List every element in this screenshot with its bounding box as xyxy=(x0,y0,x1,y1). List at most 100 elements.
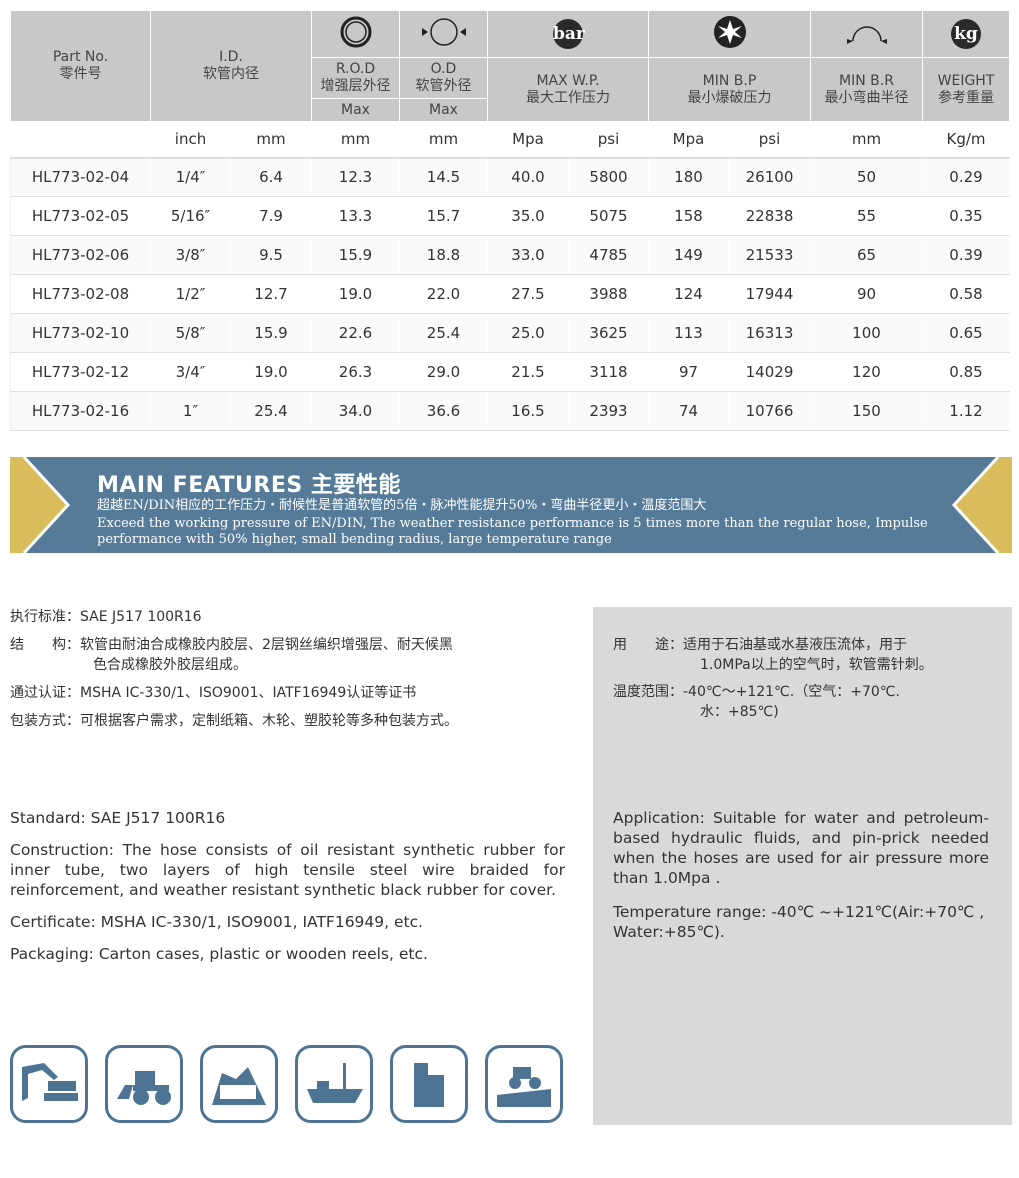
header-od: O.D 软管外径 xyxy=(399,57,488,99)
zh-application: 用 途：适用于石油基或水基液压流体，用于 xyxy=(613,637,907,653)
main-features-banner: MAIN FEATURES 主要性能 超越EN/DIN相应的工作压力・耐候性是普… xyxy=(10,457,1012,553)
banner-zh: 超越EN/DIN相应的工作压力・耐候性是普通软管的5倍・脉冲性能提升50%・弯曲… xyxy=(97,498,707,513)
table-cell: 97 xyxy=(648,352,729,392)
zh-temp: 温度范围：-40℃～+121℃.（空气：+70℃. xyxy=(613,684,900,700)
spec-table: Part No. 零件号 I.D. 软管内径 bar kg R.O.D 增强层外径 O… xyxy=(10,10,1010,431)
table-cell: 21.5 xyxy=(487,352,569,392)
table-cell: 180 xyxy=(648,157,729,197)
table-cell: 26100 xyxy=(728,157,811,197)
application-panel xyxy=(593,607,1012,1125)
zh-standard: 执行标准：SAE J517 100R16 xyxy=(10,609,202,625)
banner-chevrons xyxy=(10,457,1012,553)
unit: Kg/m xyxy=(922,121,1010,159)
table-cell: 16313 xyxy=(728,313,811,353)
table-cell: 15.7 xyxy=(399,196,488,236)
header-bp: MIN B.P 最小爆破压力 xyxy=(648,57,811,122)
unit: Mpa xyxy=(487,121,569,159)
bar-icon: bar xyxy=(487,10,649,58)
ship-icon xyxy=(295,1045,373,1123)
table-cell: 15.9 xyxy=(230,313,312,353)
table-cell: 36.6 xyxy=(399,391,488,431)
header-rod: R.O.D 增强层外径 xyxy=(311,57,400,99)
table-cell: 150 xyxy=(810,391,923,431)
mining-truck-icon xyxy=(200,1045,278,1123)
table-cell: 12.3 xyxy=(311,157,400,197)
header-id: I.D. 软管内径 xyxy=(150,10,312,122)
en-temp: Temperature range: -40℃ ~+121℃(Air:+70℃ … xyxy=(613,903,985,941)
banner-title: MAIN FEATURES 主要性能 xyxy=(97,473,401,498)
table-cell: 113 xyxy=(648,313,729,353)
table-cell: 12.7 xyxy=(230,274,312,314)
table-cell: 0.65 xyxy=(922,313,1010,353)
table-cell: HL773-02-12 xyxy=(10,352,151,392)
table-cell: 0.29 xyxy=(922,157,1010,197)
table-row: HL773-02-06 3/8″ 9.5 15.9 18.8 33.0 4785 149 215… xyxy=(10,235,1010,275)
table-cell: 18.8 xyxy=(399,235,488,275)
table-cell: 5/16″ xyxy=(150,196,231,236)
table-cell: 158 xyxy=(648,196,729,236)
table-cell: 5800 xyxy=(568,157,649,197)
table-cell: 3118 xyxy=(568,352,649,392)
table-cell: 21533 xyxy=(728,235,811,275)
table-cell: 3625 xyxy=(568,313,649,353)
unit: psi xyxy=(568,121,649,159)
header-od-max: Max xyxy=(399,98,488,122)
table-cell: 10766 xyxy=(728,391,811,431)
wheel-loader-icon xyxy=(105,1045,183,1123)
header-weight: WEIGHT 参考重量 xyxy=(922,57,1010,122)
building-icon xyxy=(390,1045,468,1123)
table-cell: HL773-02-08 xyxy=(10,274,151,314)
unit: psi xyxy=(728,121,811,159)
table-cell: 0.85 xyxy=(922,352,1010,392)
table-cell: 120 xyxy=(810,352,923,392)
zh-construction: 结 构：软管由耐油合成橡胶内胶层、2层钢丝编织增强层、耐天候黑 xyxy=(10,637,453,653)
table-cell: 13.3 xyxy=(311,196,400,236)
burst-icon xyxy=(648,10,811,58)
zh-cert: 通过认证：MSHA IC-330/1、ISO9001、IATF16949认证等证… xyxy=(10,685,417,701)
unit: inch xyxy=(150,121,231,159)
table-cell: 25.4 xyxy=(230,391,312,431)
table-row: HL773-02-04 1/4″ 6.4 12.3 14.5 40.0 5800 180 261… xyxy=(10,157,1010,197)
table-cell: 100 xyxy=(810,313,923,353)
bend-radius-icon xyxy=(810,10,923,58)
table-cell: 19.0 xyxy=(230,352,312,392)
table-cell: HL773-02-05 xyxy=(10,196,151,236)
table-cell: 6.4 xyxy=(230,157,312,197)
table-cell: 0.35 xyxy=(922,196,1010,236)
table-cell: 7.9 xyxy=(230,196,312,236)
zh-packaging: 包装方式：可根据客户需求，定制纸箱、木轮、塑胶轮等多种包装方式。 xyxy=(10,713,458,729)
table-row: HL773-02-05 5/16″ 7.9 13.3 15.7 35.0 5075 158 22… xyxy=(10,196,1010,236)
table-cell: HL773-02-16 xyxy=(10,391,151,431)
en-cert: Certificate: MSHA IC-330/1, ISO9001, IAT… xyxy=(10,913,424,931)
table-cell: 3/8″ xyxy=(150,235,231,275)
en-construction: Construction: The hose consists of oil r… xyxy=(10,841,565,899)
header-wp: MAX W.P. 最大工作压力 xyxy=(487,57,649,122)
table-cell: 29.0 xyxy=(399,352,488,392)
table-cell: 22.0 xyxy=(399,274,488,314)
table-cell: 4785 xyxy=(568,235,649,275)
banner-en: Exceed the working pressure of EN/DIN, T… xyxy=(97,516,928,547)
table-cell: HL773-02-06 xyxy=(10,235,151,275)
table-cell: 55 xyxy=(810,196,923,236)
table-cell: 2393 xyxy=(568,391,649,431)
zh-application-cont: 1.0MPa以上的空气时，软管需针刺。 xyxy=(700,657,933,673)
table-row: HL773-02-16 1″ 25.4 34.0 36.6 16.5 2393 74 10766… xyxy=(10,391,1010,431)
unit: mm xyxy=(311,121,400,159)
unit: mm xyxy=(810,121,923,159)
table-cell: 1/2″ xyxy=(150,274,231,314)
table-cell: 74 xyxy=(648,391,729,431)
table-cell: 5/8″ xyxy=(150,313,231,353)
units-row: inch mm mm mm Mpa psi Mpa psi mm Kg/m xyxy=(10,121,1010,159)
table-cell: 35.0 xyxy=(487,196,569,236)
table-row: HL773-02-12 3/4″ 19.0 26.3 29.0 21.5 3118 97 140… xyxy=(10,352,1010,392)
table-cell: 14.5 xyxy=(399,157,488,197)
table-cell: 34.0 xyxy=(311,391,400,431)
table-cell: 1/4″ xyxy=(150,157,231,197)
unit: Mpa xyxy=(648,121,729,159)
table-cell: 25.0 xyxy=(487,313,569,353)
table-cell: 149 xyxy=(648,235,729,275)
table-cell: 15.9 xyxy=(311,235,400,275)
zh-temp-cont: 水：+85℃) xyxy=(700,704,779,720)
table-cell: 17944 xyxy=(728,274,811,314)
table-cell: 50 xyxy=(810,157,923,197)
